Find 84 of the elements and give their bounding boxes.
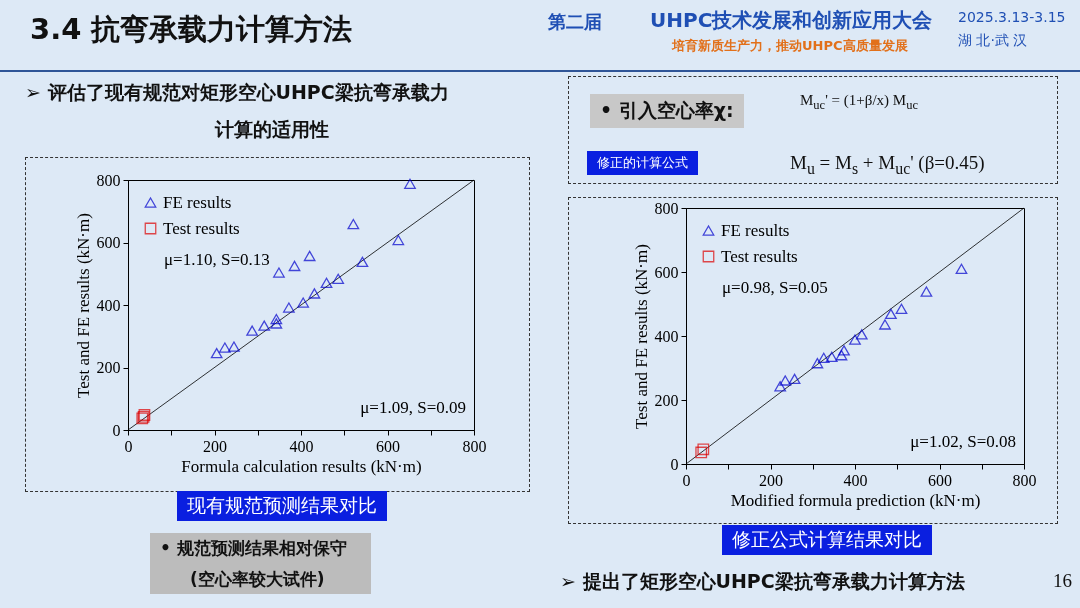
point xyxy=(404,178,416,189)
x-tick-label: 200 xyxy=(203,437,227,455)
point xyxy=(308,288,321,299)
point xyxy=(835,350,848,361)
text: 修正的计算公式 xyxy=(587,151,698,175)
text: • 引入空心率χ: xyxy=(590,94,744,128)
text: 2025.3.13-3.15 xyxy=(958,9,1066,25)
y-tick-label: 200 xyxy=(654,391,679,409)
text: 计算的适用性 xyxy=(215,117,329,142)
text: 第二届 xyxy=(548,10,602,34)
x-axis-title: Formula calculation results (kN·m) xyxy=(181,456,422,476)
text: 16 xyxy=(1053,570,1072,592)
x-tick-label: 800 xyxy=(1012,471,1037,489)
legend-label: Test results xyxy=(721,246,798,266)
point xyxy=(774,381,787,392)
x-tick-label: 800 xyxy=(462,437,487,455)
text: ➢ 评估了现有规范对矩形空心UHPC梁抗弯承载力 xyxy=(25,80,449,105)
point xyxy=(347,218,360,230)
annotation: μ=0.98, S=0.05 xyxy=(722,278,828,297)
point xyxy=(885,308,897,320)
point xyxy=(895,303,908,314)
point xyxy=(283,302,295,313)
point xyxy=(258,320,271,331)
x-tick-label: 200 xyxy=(759,471,783,489)
text: 3.4 抗弯承载力计算方法 xyxy=(30,11,353,48)
point xyxy=(811,358,824,369)
y-tick-label: 0 xyxy=(670,455,679,473)
x-tick-label: 400 xyxy=(289,437,314,455)
point xyxy=(288,260,301,272)
text: M$_{uc}$' = (1+β/x) M$_{uc}$ xyxy=(800,92,918,113)
y-tick-label: 800 xyxy=(654,199,679,217)
y-tick-label: 800 xyxy=(96,171,121,189)
text: 湖 北·武 汉 xyxy=(958,32,1028,50)
text: ➢ 提出了矩形空心UHPC梁抗弯承载力计算方法 xyxy=(560,569,965,594)
point xyxy=(246,325,259,336)
y-tick-label: 200 xyxy=(96,359,121,376)
x-tick-label: 0 xyxy=(124,437,133,455)
point xyxy=(270,318,283,329)
point xyxy=(788,373,801,385)
legend-label: FE results xyxy=(163,192,232,212)
point xyxy=(356,256,369,268)
point xyxy=(825,351,838,362)
text: (空心率较大试件) xyxy=(190,568,325,591)
y-tick-label: 600 xyxy=(96,234,121,251)
y-tick-label: 400 xyxy=(96,296,121,314)
point xyxy=(332,273,345,284)
point xyxy=(849,334,861,345)
point xyxy=(303,250,316,262)
text: 培育新质生产力，推动UHPC高质量发展 xyxy=(672,37,908,55)
point xyxy=(210,347,223,359)
point xyxy=(270,313,283,325)
x-tick-label: 600 xyxy=(376,437,400,455)
point xyxy=(779,375,792,386)
text: 修正公式计算结果对比 xyxy=(722,525,932,555)
text: 现有规范预测结果对比 xyxy=(177,491,387,521)
annotation: μ=1.09, S=0.09 xyxy=(360,398,466,417)
point xyxy=(392,234,405,246)
y-tick-label: 400 xyxy=(654,327,679,345)
point xyxy=(218,342,231,353)
x-axis-title: Modified formula prediction (kN·m) xyxy=(730,490,981,510)
y-axis-title: Test and FE results (kN·m) xyxy=(631,244,651,429)
point xyxy=(273,267,285,278)
legend-label: FE results xyxy=(721,220,790,240)
point xyxy=(879,319,891,330)
y-tick-label: 0 xyxy=(112,421,121,439)
point xyxy=(855,329,868,340)
annotation: μ=1.10, S=0.13 xyxy=(164,250,270,269)
text: UHPC技术发展和创新应用大会 xyxy=(650,7,933,34)
point xyxy=(297,297,310,308)
point xyxy=(920,286,933,297)
annotation: μ=1.02, S=0.08 xyxy=(910,432,1016,451)
legend-label: Test results xyxy=(163,218,240,238)
point xyxy=(817,352,830,363)
point xyxy=(955,263,968,274)
point xyxy=(320,277,333,288)
y-tick-label: 600 xyxy=(654,263,679,281)
point xyxy=(228,341,240,352)
text: • 规范预测结果相对保守 xyxy=(160,538,347,558)
x-tick-label: 600 xyxy=(928,471,952,489)
x-tick-label: 0 xyxy=(682,471,691,489)
y-axis-title: Test and FE results (kN·m) xyxy=(73,213,93,398)
text: M$_{u}$ = M$_{s}$ + M$_{uc}$' (β=0.45) xyxy=(790,152,985,178)
x-tick-label: 400 xyxy=(843,471,868,489)
point xyxy=(838,345,850,356)
